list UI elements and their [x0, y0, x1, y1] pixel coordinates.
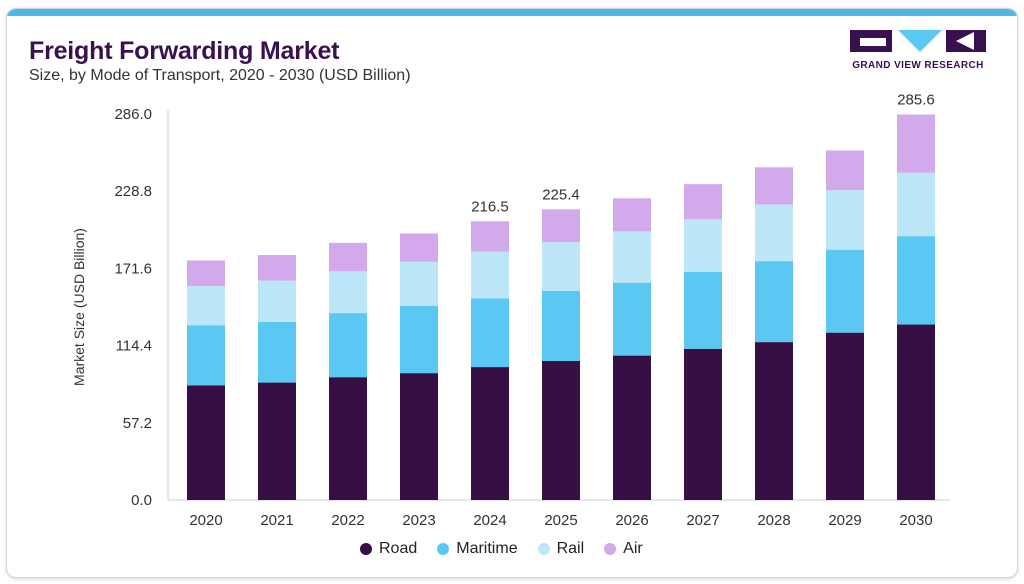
legend-swatch: [360, 543, 372, 555]
chart-subtitle: Size, by Mode of Transport, 2020 - 2030 …: [29, 67, 411, 84]
bar-rail-2025: [542, 242, 580, 291]
bar-maritime-2028: [755, 261, 793, 343]
bar-maritime-2023: [400, 305, 438, 374]
bar-rail-2029: [826, 190, 864, 250]
y-tick-label: 286.0: [114, 106, 152, 123]
x-tick-label: 2024: [473, 512, 506, 529]
bar-rail-2023: [400, 261, 438, 306]
data-label: 216.5: [471, 198, 509, 215]
x-tick-label: 2021: [260, 512, 293, 529]
data-label: 225.4: [542, 186, 580, 203]
x-tick-label: 2027: [686, 512, 719, 529]
bar-road-2028: [755, 342, 793, 500]
bar-air-2030: [897, 114, 935, 173]
bar-air-2020: [187, 260, 225, 287]
bar-air-2026: [613, 198, 651, 232]
bar-air-2023: [400, 233, 438, 262]
legend-swatch: [604, 543, 617, 555]
legend-swatch: [537, 543, 550, 555]
bar-maritime-2024: [471, 298, 509, 368]
bar-road-2021: [258, 382, 296, 500]
x-tick-label: 2026: [615, 512, 648, 529]
legend-item-maritime: Maritime: [437, 540, 518, 558]
legend-swatch: [437, 543, 450, 555]
bar-road-2030: [897, 324, 935, 500]
data-label: 285.6: [897, 92, 935, 109]
x-tick-label: 2028: [757, 512, 790, 529]
y-tick-label: 228.8: [114, 183, 152, 200]
bar-road-2020: [187, 385, 225, 500]
x-tick-label: 2020: [189, 512, 222, 529]
bar-air-2027: [684, 184, 722, 220]
y-axis-title: Market Size (USD Billion): [71, 228, 87, 386]
bar-rail-2021: [258, 280, 296, 322]
bar-air-2022: [329, 242, 367, 272]
bar-air-2024: [471, 221, 509, 252]
y-tick-label: 114.4: [116, 338, 152, 355]
bar-rail-2028: [755, 204, 793, 262]
bar-road-2024: [471, 367, 509, 500]
x-tick-label: 2023: [402, 512, 435, 529]
chart-title: Freight Forwarding Market: [29, 37, 340, 65]
bar-rail-2030: [897, 172, 935, 237]
bar-air-2029: [826, 150, 864, 191]
bar-rail-2022: [329, 271, 367, 314]
bar-maritime-2030: [897, 236, 935, 325]
bar-air-2021: [258, 255, 296, 281]
x-tick-label: 2030: [899, 512, 932, 529]
y-tick-label: 0.0: [131, 492, 152, 509]
bar-maritime-2027: [684, 271, 722, 349]
x-tick-label: 2025: [544, 512, 577, 529]
bar-maritime-2026: [613, 282, 651, 356]
bar-rail-2024: [471, 251, 509, 299]
legend-label: Rail: [556, 540, 585, 557]
y-tick-label: 57.2: [123, 415, 152, 432]
legend-label: Air: [623, 540, 643, 557]
bar-road-2025: [542, 360, 580, 500]
x-tick-label: 2029: [828, 512, 861, 529]
bar-rail-2026: [613, 231, 651, 283]
legend-item-rail: Rail: [537, 540, 585, 558]
y-tick-label: 171.6: [114, 260, 152, 277]
bar-road-2022: [329, 377, 367, 500]
bar-maritime-2022: [329, 313, 367, 378]
bar-air-2025: [542, 209, 580, 243]
legend-label: Road: [379, 540, 418, 557]
bar-road-2023: [400, 373, 438, 500]
bar-maritime-2021: [258, 321, 296, 383]
bar-road-2029: [826, 332, 864, 500]
bar-air-2028: [755, 167, 793, 205]
bar-road-2026: [613, 355, 651, 500]
bar-road-2027: [684, 348, 722, 500]
gvr-logo-icon: [850, 30, 986, 52]
x-tick-label: 2022: [331, 512, 364, 529]
legend-item-road: Road: [360, 540, 417, 558]
accent-bar: [7, 9, 1017, 16]
bar-maritime-2025: [542, 290, 580, 361]
bar-maritime-2029: [826, 249, 864, 333]
bar-rail-2020: [187, 286, 225, 326]
legend-label: Maritime: [456, 540, 518, 557]
legend-item-air: Air: [604, 540, 643, 558]
bar-rail-2027: [684, 219, 722, 272]
chart-legend: Road Maritime Rail Air: [360, 540, 643, 558]
brand-name: GRAND VIEW RESEARCH: [852, 60, 984, 71]
bar-maritime-2020: [187, 325, 225, 386]
